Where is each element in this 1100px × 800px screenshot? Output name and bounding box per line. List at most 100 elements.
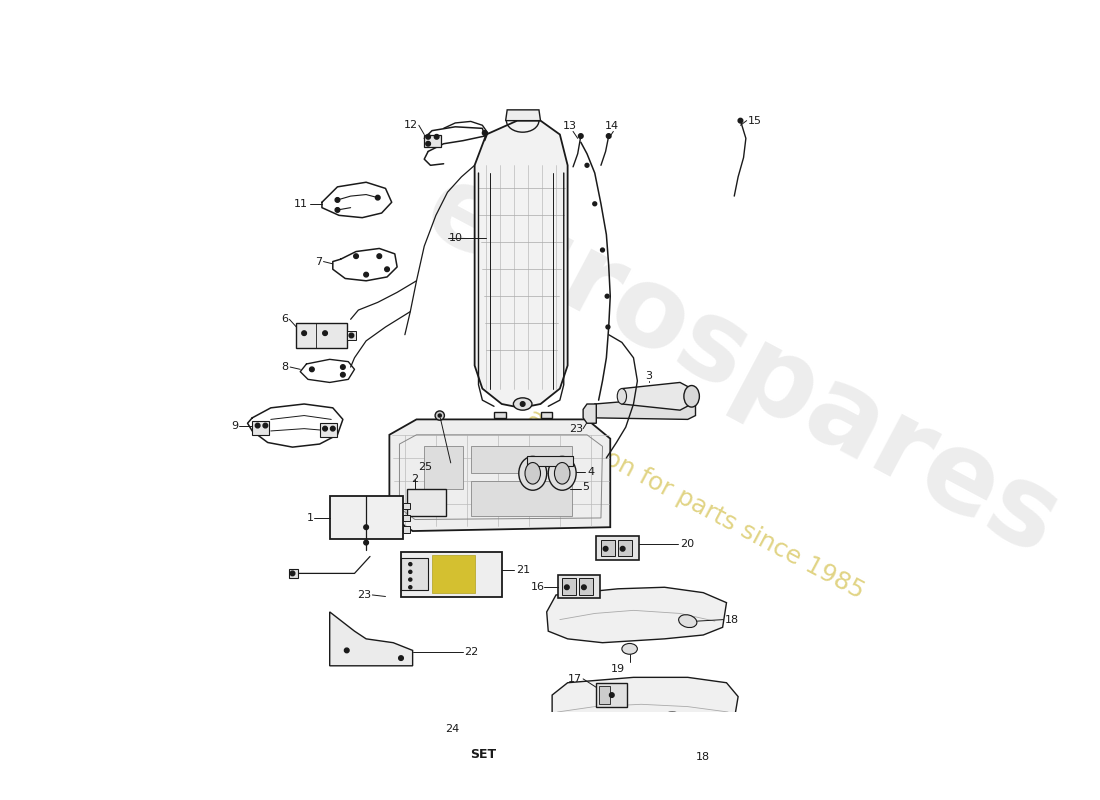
- Ellipse shape: [525, 462, 540, 484]
- Bar: [540, 412, 552, 418]
- Text: 22: 22: [464, 647, 478, 657]
- Bar: [296, 323, 346, 348]
- Circle shape: [603, 546, 608, 551]
- Circle shape: [336, 208, 340, 212]
- Ellipse shape: [548, 456, 576, 490]
- Bar: [320, 423, 337, 437]
- Ellipse shape: [436, 411, 444, 420]
- Bar: [618, 539, 631, 557]
- Text: 19: 19: [610, 664, 625, 674]
- Polygon shape: [621, 382, 692, 410]
- Ellipse shape: [554, 462, 570, 484]
- Bar: [432, 555, 474, 594]
- Circle shape: [438, 414, 441, 417]
- Circle shape: [564, 585, 569, 590]
- Circle shape: [409, 562, 411, 566]
- Text: 15: 15: [748, 116, 762, 126]
- Circle shape: [263, 423, 267, 428]
- Circle shape: [601, 248, 604, 252]
- Circle shape: [349, 333, 354, 338]
- Text: 1: 1: [307, 513, 315, 523]
- Bar: [562, 578, 576, 595]
- Polygon shape: [471, 481, 572, 516]
- Bar: [252, 421, 270, 435]
- Text: 18: 18: [696, 752, 711, 762]
- Polygon shape: [474, 121, 568, 408]
- Polygon shape: [459, 726, 517, 735]
- Circle shape: [585, 163, 588, 167]
- Text: 23: 23: [569, 424, 583, 434]
- Circle shape: [336, 198, 340, 202]
- Text: 17: 17: [569, 674, 582, 684]
- Bar: [527, 456, 573, 466]
- Circle shape: [385, 267, 389, 271]
- Text: 14: 14: [605, 122, 619, 131]
- Circle shape: [520, 402, 525, 406]
- Ellipse shape: [684, 386, 700, 407]
- Polygon shape: [595, 396, 695, 419]
- Circle shape: [255, 423, 260, 428]
- Circle shape: [301, 331, 307, 335]
- Circle shape: [426, 142, 430, 146]
- Circle shape: [738, 118, 742, 123]
- Bar: [346, 331, 356, 340]
- Circle shape: [409, 570, 411, 574]
- Text: 13: 13: [563, 122, 578, 131]
- Circle shape: [377, 254, 382, 258]
- Text: 5: 5: [582, 482, 590, 492]
- Bar: [330, 496, 404, 538]
- Polygon shape: [507, 726, 517, 772]
- Bar: [600, 686, 610, 704]
- Text: 20: 20: [680, 539, 694, 549]
- Text: 4: 4: [587, 466, 594, 477]
- Circle shape: [582, 585, 586, 590]
- Bar: [580, 578, 593, 595]
- Circle shape: [344, 648, 349, 653]
- Polygon shape: [506, 110, 540, 121]
- Text: 21: 21: [516, 565, 530, 574]
- Circle shape: [375, 195, 381, 200]
- Circle shape: [483, 130, 487, 135]
- Text: 25: 25: [418, 462, 432, 472]
- Text: 2: 2: [411, 474, 418, 485]
- Text: 7: 7: [315, 257, 322, 266]
- Text: 6: 6: [282, 314, 288, 324]
- Circle shape: [330, 426, 336, 431]
- Polygon shape: [583, 404, 596, 423]
- Text: 23: 23: [358, 590, 372, 600]
- Circle shape: [605, 294, 609, 298]
- Circle shape: [290, 571, 295, 576]
- Circle shape: [354, 254, 359, 258]
- Ellipse shape: [686, 721, 705, 734]
- Text: a passion for parts since 1985: a passion for parts since 1985: [522, 405, 868, 603]
- Ellipse shape: [679, 614, 697, 627]
- Circle shape: [322, 331, 328, 335]
- Bar: [494, 412, 506, 418]
- Text: 3: 3: [646, 371, 652, 381]
- Text: 18: 18: [725, 614, 739, 625]
- Polygon shape: [552, 678, 738, 737]
- Bar: [404, 515, 409, 521]
- Text: 10: 10: [449, 234, 463, 243]
- Bar: [402, 552, 502, 597]
- Circle shape: [364, 540, 368, 545]
- Polygon shape: [547, 587, 726, 642]
- Circle shape: [579, 134, 583, 138]
- Circle shape: [593, 202, 596, 206]
- Polygon shape: [425, 446, 463, 489]
- Bar: [596, 537, 639, 559]
- Bar: [459, 735, 507, 772]
- Circle shape: [620, 546, 625, 551]
- Ellipse shape: [617, 389, 627, 404]
- Circle shape: [409, 586, 411, 589]
- Ellipse shape: [621, 643, 637, 654]
- Text: 12: 12: [404, 120, 418, 130]
- Polygon shape: [471, 446, 572, 474]
- Bar: [402, 558, 428, 590]
- Bar: [558, 575, 601, 598]
- Bar: [596, 682, 627, 707]
- Circle shape: [364, 525, 368, 530]
- Circle shape: [606, 134, 610, 138]
- Circle shape: [398, 656, 404, 661]
- Bar: [425, 134, 441, 147]
